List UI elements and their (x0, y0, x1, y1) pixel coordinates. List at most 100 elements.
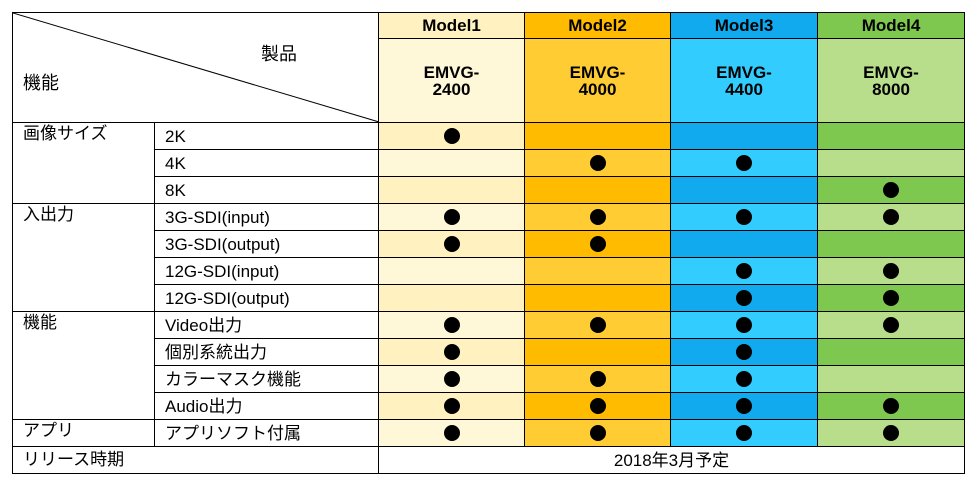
supported-dot-icon (443, 127, 460, 144)
support-cell (524, 176, 671, 204)
category-label: 画像サイズ (12, 122, 155, 204)
table-row: 12G-SDI(output) (13, 284, 965, 312)
support-cell (378, 365, 525, 393)
supported-dot-icon (443, 316, 460, 333)
product-comparison-table: 製品 機能 Model1 Model2 Model3 Model4 EMVG- 2400… (12, 12, 965, 474)
table-row: 12G-SDI(input) (13, 257, 965, 285)
support-cell (670, 203, 818, 231)
supported-dot-icon (883, 289, 899, 306)
support-cell (817, 122, 965, 150)
supported-dot-icon (736, 370, 752, 387)
support-cell (670, 392, 818, 420)
category-label: 入出力 (12, 203, 155, 312)
support-cell (378, 203, 525, 231)
supported-dot-icon (443, 235, 460, 252)
product-name-line: EMVG- (863, 62, 919, 82)
support-cell (524, 257, 671, 285)
support-cell (670, 149, 818, 177)
product-name-line: 2400 (432, 79, 471, 99)
supported-dot-icon (443, 397, 460, 414)
products-label: 製品 (261, 44, 297, 65)
support-cell (524, 230, 671, 258)
supported-dot-icon (443, 424, 460, 441)
supported-dot-icon (736, 208, 752, 225)
support-cell (817, 419, 965, 447)
category-label: アプリ (12, 419, 155, 447)
product-name-1: EMVG- 2400 (378, 38, 525, 123)
supported-dot-icon (736, 397, 752, 414)
support-cell (817, 257, 965, 285)
support-cell (378, 284, 525, 312)
product-name-line: 8000 (872, 79, 910, 99)
category-label: 機能 (12, 311, 155, 420)
support-cell (670, 176, 818, 204)
support-cell (817, 392, 965, 420)
feature-label: 3G-SDI(output) (154, 230, 379, 258)
support-cell (524, 203, 671, 231)
support-cell (378, 392, 525, 420)
support-cell (524, 338, 671, 366)
supported-dot-icon (883, 208, 899, 225)
support-cell (817, 176, 965, 204)
support-cell (524, 311, 671, 339)
product-name-4: EMVG- 8000 (817, 38, 965, 123)
model-header-4: Model4 (817, 12, 965, 39)
release-date: 2018年3月予定 (378, 446, 965, 474)
supported-dot-icon (883, 424, 899, 441)
supported-dot-icon (443, 208, 460, 225)
support-cell (670, 122, 818, 150)
support-cell (670, 284, 818, 312)
supported-dot-icon (883, 262, 899, 279)
feature-label: アプリソフト付属 (154, 419, 379, 447)
supported-dot-icon (736, 262, 752, 279)
support-cell (524, 284, 671, 312)
supported-dot-icon (589, 235, 606, 252)
release-label: リリース時期 (12, 446, 379, 474)
feature-label: 3G-SDI(input) (154, 203, 379, 231)
supported-dot-icon (443, 343, 460, 360)
supported-dot-icon (589, 424, 606, 441)
support-cell (670, 419, 818, 447)
support-cell (378, 149, 525, 177)
release-row: リリース時期 2018年3月予定 (12, 446, 965, 474)
table-row: Audio出力 (13, 392, 965, 420)
table-row: 個別系統出力 (13, 338, 965, 366)
support-cell (670, 338, 818, 366)
support-cell (378, 338, 525, 366)
table-row: カラーマスク機能 (13, 365, 965, 393)
product-name-line: EMVG- (423, 62, 480, 82)
support-cell (524, 365, 671, 393)
support-cell (524, 149, 671, 177)
product-name-3: EMVG- 4400 (670, 38, 818, 123)
supported-dot-icon (589, 370, 606, 387)
features-label: 機能 (23, 73, 59, 94)
supported-dot-icon (736, 316, 752, 333)
product-name-line: 4000 (578, 79, 617, 99)
product-name-line: EMVG- (716, 62, 772, 82)
table-row: 画像サイズ 2K (12, 122, 965, 204)
supported-dot-icon (736, 424, 752, 441)
support-cell (817, 230, 965, 258)
supported-dot-icon (736, 343, 752, 360)
support-cell (670, 365, 818, 393)
support-cell (670, 311, 818, 339)
model-header-2: Model2 (524, 12, 671, 39)
feature-label: 8K (154, 176, 379, 204)
support-cell (378, 122, 525, 150)
supported-dot-icon (589, 316, 606, 333)
supported-dot-icon (589, 397, 606, 414)
support-cell (378, 311, 525, 339)
support-cell (378, 230, 525, 258)
supported-dot-icon (736, 154, 752, 171)
support-cell (817, 311, 965, 339)
supported-dot-icon (443, 370, 460, 387)
support-cell (817, 338, 965, 366)
feature-label: 2K (154, 122, 379, 150)
support-cell (670, 230, 818, 258)
support-cell (817, 203, 965, 231)
support-cell (524, 122, 671, 150)
supported-dot-icon (589, 154, 606, 171)
support-cell (524, 392, 671, 420)
feature-label: カラーマスク機能 (154, 365, 379, 393)
support-cell (817, 284, 965, 312)
